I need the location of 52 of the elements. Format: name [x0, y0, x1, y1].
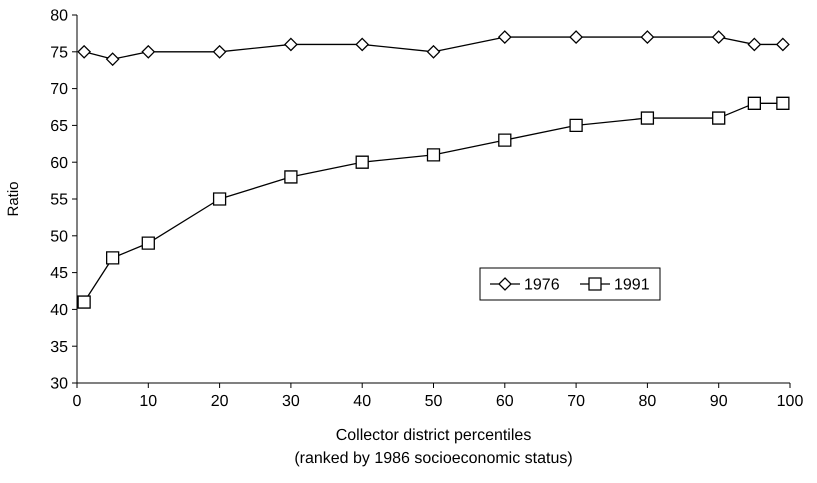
y-tick-label: 50 — [50, 228, 68, 246]
x-tick-label: 10 — [139, 393, 158, 410]
point — [426, 45, 440, 58]
point — [142, 236, 155, 250]
x-tick-label: 80 — [638, 393, 656, 410]
y-tick-label: 30 — [50, 376, 68, 393]
point — [77, 45, 91, 58]
point — [569, 118, 583, 132]
y-tick-label: 40 — [50, 302, 68, 319]
point — [106, 52, 120, 66]
x-tick-label: 30 — [282, 393, 300, 410]
point — [498, 133, 512, 147]
point — [212, 45, 226, 58]
y-tick-label: 60 — [50, 154, 68, 172]
y-tick-label: 80 — [50, 8, 68, 25]
legend-label: 1976 — [524, 276, 560, 294]
point — [712, 30, 726, 44]
point — [212, 192, 226, 206]
point — [356, 38, 369, 52]
x-tick-label: 90 — [710, 393, 728, 410]
point — [640, 30, 654, 44]
x-axis-title: Collector district percentiles (ranked by 1986 socioeconomic status) — [294, 427, 573, 467]
point — [356, 156, 369, 169]
point — [498, 30, 512, 44]
point — [776, 96, 790, 110]
x-tick-label: 60 — [496, 393, 514, 410]
x-tick-label: 50 — [424, 393, 442, 410]
x-tick-label: 100 — [776, 393, 804, 410]
x-tick-label: 70 — [567, 393, 586, 410]
y-axis-title: Ratio — [5, 181, 22, 217]
y-tick-label: 35 — [50, 338, 68, 356]
point — [776, 38, 790, 52]
point — [77, 295, 91, 309]
point — [712, 111, 726, 125]
y-tick-label: 45 — [50, 265, 68, 282]
legend-label: 1991 — [614, 276, 650, 294]
point — [426, 148, 440, 162]
point — [106, 251, 120, 265]
point — [284, 38, 298, 52]
point — [640, 111, 654, 125]
y-tick-label: 55 — [50, 192, 68, 209]
y-tick-label: 65 — [50, 118, 68, 135]
y-tick-label: 70 — [50, 81, 68, 98]
x-tick-label: 20 — [210, 393, 229, 410]
x-tick-label: 0 — [72, 393, 82, 410]
point — [569, 30, 583, 44]
point — [142, 45, 155, 58]
y-tick-label: 75 — [50, 44, 68, 62]
point — [284, 170, 298, 184]
x-tick-label: 40 — [353, 393, 372, 410]
point — [748, 96, 761, 110]
point — [748, 38, 761, 52]
